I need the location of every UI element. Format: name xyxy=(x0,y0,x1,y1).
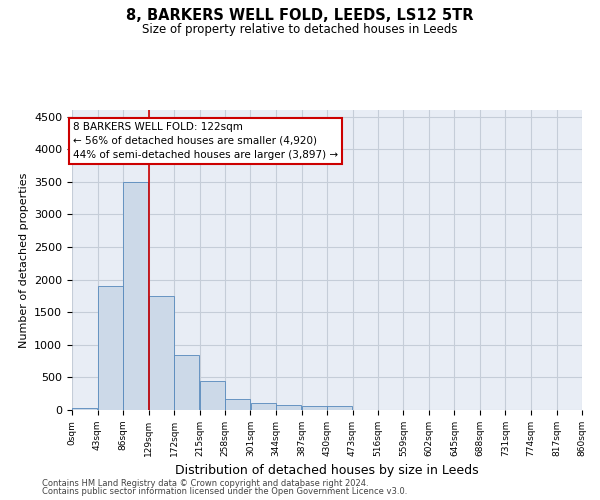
Bar xyxy=(327,406,352,410)
Bar xyxy=(302,406,327,410)
X-axis label: Distribution of detached houses by size in Leeds: Distribution of detached houses by size … xyxy=(175,464,479,477)
Bar xyxy=(123,182,148,410)
Bar xyxy=(225,398,250,410)
Text: Size of property relative to detached houses in Leeds: Size of property relative to detached ho… xyxy=(142,22,458,36)
Bar xyxy=(174,355,199,410)
Text: 8 BARKERS WELL FOLD: 122sqm
← 56% of detached houses are smaller (4,920)
44% of : 8 BARKERS WELL FOLD: 122sqm ← 56% of det… xyxy=(73,122,338,160)
Y-axis label: Number of detached properties: Number of detached properties xyxy=(19,172,29,348)
Text: Contains HM Land Registry data © Crown copyright and database right 2024.: Contains HM Land Registry data © Crown c… xyxy=(42,478,368,488)
Bar xyxy=(276,405,301,410)
Text: Contains public sector information licensed under the Open Government Licence v3: Contains public sector information licen… xyxy=(42,487,407,496)
Bar xyxy=(98,286,123,410)
Bar xyxy=(200,380,225,410)
Bar xyxy=(251,403,276,410)
Bar xyxy=(149,296,174,410)
Text: 8, BARKERS WELL FOLD, LEEDS, LS12 5TR: 8, BARKERS WELL FOLD, LEEDS, LS12 5TR xyxy=(126,8,474,22)
Bar xyxy=(72,408,97,410)
